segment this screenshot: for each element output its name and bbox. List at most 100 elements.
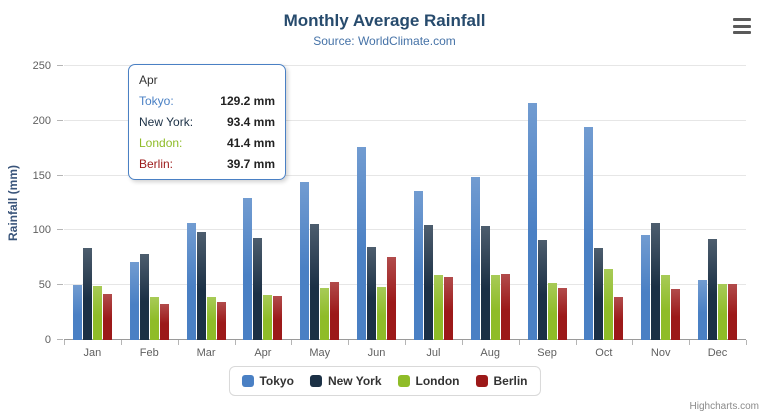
bar-new-york-apr[interactable] xyxy=(253,238,263,340)
legend-item-label: Tokyo xyxy=(259,374,294,388)
gridline xyxy=(64,119,746,121)
bar-tokyo-mar[interactable] xyxy=(186,223,196,340)
bar-tokyo-sep[interactable] xyxy=(527,103,537,340)
bar-tokyo-nov[interactable] xyxy=(641,235,651,340)
bar-new-york-nov[interactable] xyxy=(651,223,661,340)
bar-tokyo-apr[interactable] xyxy=(243,198,253,340)
bar-group-feb xyxy=(121,66,178,340)
bar-tokyo-may[interactable] xyxy=(300,182,310,340)
tooltip-series-value: 39.7 mm xyxy=(226,157,275,171)
bar-london-sep[interactable] xyxy=(547,283,557,340)
y-tick-mark xyxy=(57,65,63,66)
tooltip-series-value: 41.4 mm xyxy=(226,136,275,150)
legend-item-berlin[interactable]: Berlin xyxy=(475,374,528,388)
y-tick-label: 150 xyxy=(32,169,51,182)
tooltip-header: Apr xyxy=(139,73,158,87)
bar-berlin-dec[interactable] xyxy=(728,284,738,340)
bar-group-may xyxy=(291,66,348,340)
bar-tokyo-feb[interactable] xyxy=(129,262,139,340)
x-tick-label-jul: Jul xyxy=(426,347,441,359)
legend-item-new-york[interactable]: New York xyxy=(309,374,382,388)
gridline xyxy=(64,229,746,231)
bar-london-aug[interactable] xyxy=(490,275,500,340)
bar-berlin-sep[interactable] xyxy=(557,288,567,340)
bar-new-york-may[interactable] xyxy=(310,224,320,340)
bar-berlin-jul[interactable] xyxy=(443,277,453,340)
bar-berlin-mar[interactable] xyxy=(216,302,226,340)
tooltip: Apr Tokyo: 129.2 mm New York: 93.4 mm London… xyxy=(128,64,286,180)
bar-london-dec[interactable] xyxy=(718,284,728,340)
y-tick-label: 250 xyxy=(32,60,51,72)
legend-item-london[interactable]: London xyxy=(397,374,460,388)
tooltip-row: New York: 93.4 mm xyxy=(139,115,275,129)
legend-item-label: New York xyxy=(327,374,382,388)
bar-tokyo-aug[interactable] xyxy=(470,177,480,340)
legend-item-label: Berlin xyxy=(493,374,528,388)
x-tick-mark xyxy=(632,340,634,345)
bar-tokyo-oct[interactable] xyxy=(584,127,594,340)
bar-new-york-jan[interactable] xyxy=(82,248,92,340)
bar-berlin-apr[interactable] xyxy=(273,296,283,340)
bar-berlin-may[interactable] xyxy=(330,282,340,340)
bar-london-apr[interactable] xyxy=(263,295,273,340)
bar-london-oct[interactable] xyxy=(604,269,614,340)
bar-new-york-jun[interactable] xyxy=(367,247,377,340)
y-tick-label: 0 xyxy=(44,334,51,346)
x-tick-label-dec: Dec xyxy=(707,347,728,359)
bar-london-jan[interactable] xyxy=(92,286,102,340)
tooltip-series-value: 129.2 mm xyxy=(220,94,275,108)
legend-swatch xyxy=(397,375,410,387)
tooltip-row: Berlin: 39.7 mm xyxy=(139,157,275,171)
bar-tokyo-jan[interactable] xyxy=(72,285,82,340)
bar-tokyo-jun[interactable] xyxy=(357,147,367,340)
x-tick-label-feb: Feb xyxy=(139,347,159,359)
bar-tokyo-jul[interactable] xyxy=(413,191,423,340)
x-tick-label-jun: Jun xyxy=(367,347,386,359)
bar-new-york-sep[interactable] xyxy=(537,240,547,340)
bar-london-jul[interactable] xyxy=(433,275,443,340)
bar-new-york-aug[interactable] xyxy=(480,226,490,340)
x-tick-mark xyxy=(405,340,406,345)
bar-new-york-jul[interactable] xyxy=(423,225,433,340)
bar-group-dec xyxy=(689,66,746,340)
bar-new-york-feb[interactable] xyxy=(139,254,149,340)
credits-link[interactable]: Highcharts.com xyxy=(689,401,759,412)
plot-area xyxy=(64,65,747,345)
bar-london-feb[interactable] xyxy=(149,297,159,340)
bar-new-york-oct[interactable] xyxy=(594,248,604,340)
legend-swatch xyxy=(309,375,322,387)
x-tick-label-oct: Oct xyxy=(595,347,613,359)
bar-new-york-dec[interactable] xyxy=(708,239,718,340)
tooltip-series-value: 93.4 mm xyxy=(226,115,275,129)
x-tick-mark xyxy=(518,340,520,345)
bar-berlin-nov[interactable] xyxy=(671,289,681,340)
bar-new-york-mar[interactable] xyxy=(196,232,206,340)
tooltip-row: Tokyo: 129.2 mm xyxy=(139,94,275,108)
bar-london-jun[interactable] xyxy=(377,287,387,340)
bar-berlin-oct[interactable] xyxy=(614,297,624,340)
bar-group-apr xyxy=(234,66,291,340)
x-axis-labels: Jan Feb Mar Apr May Jun Jul Aug Sep Oct Nov Dec xyxy=(64,347,746,359)
bar-tokyo-dec[interactable] xyxy=(698,280,708,340)
bar-group-jun xyxy=(348,66,405,340)
bar-london-nov[interactable] xyxy=(661,275,671,340)
export-menu-button[interactable] xyxy=(729,16,755,36)
bar-berlin-feb[interactable] xyxy=(159,304,169,340)
tooltip-row: London: 41.4 mm xyxy=(139,136,275,150)
gridline xyxy=(64,174,746,176)
hamburger-icon xyxy=(733,24,751,28)
legend-item-tokyo[interactable]: Tokyo xyxy=(241,374,294,388)
y-axis-labels: 0 50 100 150 200 250 xyxy=(0,60,64,346)
bar-berlin-jan[interactable] xyxy=(102,294,112,340)
x-tick-label-may: May xyxy=(309,347,331,359)
bar-berlin-jun[interactable] xyxy=(387,257,397,340)
tooltip-series-name: New York: xyxy=(139,115,194,129)
x-tick-label-nov: Nov xyxy=(650,347,671,359)
bar-london-mar[interactable] xyxy=(206,297,216,340)
bar-berlin-aug[interactable] xyxy=(500,274,510,340)
bar-group-oct xyxy=(575,66,632,340)
bar-group-jul xyxy=(405,66,462,340)
y-tick-label: 200 xyxy=(32,114,51,127)
bar-london-may[interactable] xyxy=(320,288,330,340)
chart-subtitle: Source: WorldClimate.com xyxy=(313,34,456,48)
